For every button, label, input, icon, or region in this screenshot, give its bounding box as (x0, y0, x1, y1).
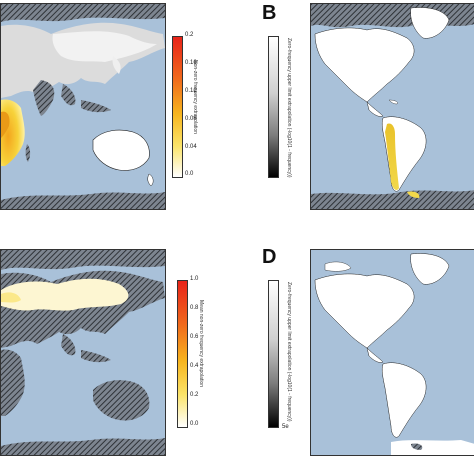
map-panel-b (310, 3, 474, 210)
colorbar-d-title: Zero-frequency upper limit extrapolation… (286, 282, 292, 422)
arctic-region (1, 4, 165, 22)
colorbar-a-tick: 0.08 (185, 116, 197, 122)
colorbar-a-tick: 0.16 (185, 60, 197, 66)
colorbar-c-title: Mean non-zero frequency extrapolation (198, 300, 204, 387)
panel-letter-b: B (262, 2, 277, 24)
australia-landmass (92, 129, 150, 171)
eurasia-frequency-region (1, 278, 129, 311)
colorbar-c-tick: 0.0 (190, 421, 199, 427)
north-america-landmass (314, 27, 415, 103)
colorbar-c-tick: 1.0 (190, 276, 199, 282)
colorbar-c-tick: 0.2 (190, 392, 199, 398)
map-panel-a (0, 3, 166, 210)
colorbar-d-tick: 5e (282, 424, 289, 430)
antarctica-region (1, 192, 165, 209)
map-panel-c (0, 249, 166, 456)
colorbar-a (172, 36, 183, 178)
panel-letter-d: D (262, 246, 277, 268)
colorbar-b-title: Zero-frequency upper limit extrapolation… (286, 38, 292, 178)
andes-region (385, 123, 399, 190)
colorbar-d (268, 280, 279, 428)
colorbar-b (268, 36, 279, 178)
map-panel-d (310, 249, 474, 456)
india-region (33, 80, 55, 116)
colorbar-a-tick: 0.12 (185, 88, 197, 94)
colorbar-c-tick: 0.6 (190, 334, 199, 340)
colorbar-c-tick: 0.4 (190, 363, 199, 369)
colorbar-a-tick: 0.04 (185, 144, 197, 150)
colorbar-c-tick: 0.8 (190, 305, 199, 311)
colorbar-a-tick: 0.0 (185, 171, 194, 177)
colorbar-a-title: Non-zero frequency extrapolation (192, 60, 198, 134)
colorbar-a-tick: 0.2 (185, 32, 194, 38)
colorbar-c (177, 280, 188, 428)
